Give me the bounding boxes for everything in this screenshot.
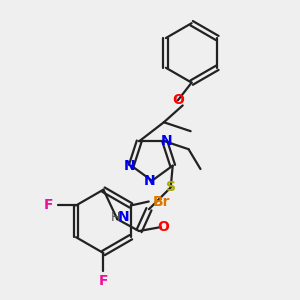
Text: F: F — [44, 199, 53, 212]
Text: N: N — [161, 134, 172, 148]
Text: N: N — [144, 174, 156, 188]
Text: N: N — [117, 210, 129, 224]
Text: O: O — [172, 94, 184, 107]
Text: Br: Br — [153, 194, 170, 208]
Text: O: O — [157, 220, 169, 234]
Text: S: S — [166, 180, 176, 194]
Text: F: F — [99, 274, 108, 288]
Text: N: N — [124, 159, 135, 173]
Text: H: H — [111, 211, 120, 224]
